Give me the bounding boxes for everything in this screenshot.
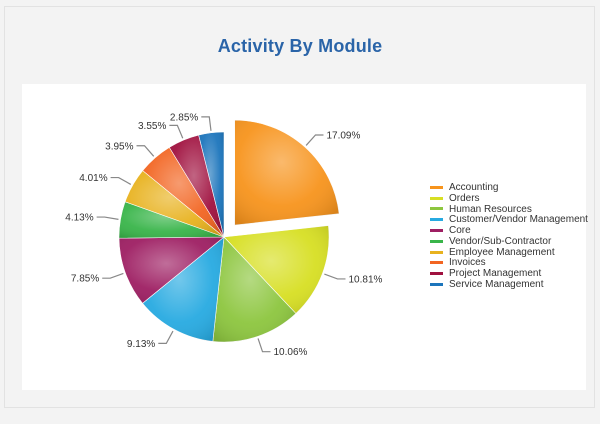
legend-item-core[interactable]: Core	[430, 225, 588, 236]
legend-swatch	[430, 218, 443, 222]
legend-swatch	[430, 239, 443, 243]
leader-line	[201, 116, 212, 131]
legend-label: Vendor/Sub-Contractor	[449, 235, 552, 247]
legend-swatch	[430, 250, 443, 254]
chart-legend: Accounting Orders Human Resources Customer/…	[430, 182, 588, 290]
legend-item-customer-vendor-management[interactable]: Customer/Vendor Management	[430, 214, 588, 225]
legend-item-employee-management[interactable]: Employee Management	[430, 247, 588, 258]
leader-line	[102, 272, 124, 279]
legend-item-vendor-sub-contractor[interactable]: Vendor/Sub-Contractor	[430, 236, 588, 247]
legend-label: Orders	[449, 192, 480, 204]
data-label-vendor-sub-contractor: 4.13%	[65, 213, 93, 224]
data-label-service-management: 2.85%	[170, 112, 198, 123]
data-label-customer-vendor-management: 9.13%	[127, 339, 155, 350]
leader-line	[324, 273, 346, 280]
pie-slice-shading	[142, 147, 224, 237]
pie-slice-shading	[212, 237, 296, 343]
legend-item-service-management[interactable]: Service Management	[430, 279, 588, 290]
legend-swatch	[430, 272, 443, 276]
legend-label: Core	[449, 225, 471, 237]
pie-slice-shading	[224, 225, 329, 314]
legend-label: Service Management	[449, 279, 544, 291]
legend-swatch	[430, 185, 443, 189]
leader-line	[158, 330, 174, 344]
pie-slice-shading	[125, 170, 224, 237]
legend-item-accounting[interactable]: Accounting	[430, 182, 588, 193]
legend-item-orders[interactable]: Orders	[430, 193, 588, 204]
legend-label: Employee Management	[449, 246, 555, 258]
legend-swatch	[430, 283, 443, 287]
legend-swatch	[430, 196, 443, 200]
data-label-project-management: 3.55%	[138, 121, 166, 132]
pie-slice-shading	[119, 201, 224, 239]
leader-line	[305, 134, 324, 146]
data-label-invoices: 3.95%	[105, 141, 133, 152]
leader-line	[96, 216, 119, 220]
legend-swatch	[430, 261, 443, 265]
legend-item-invoices[interactable]: Invoices	[430, 257, 588, 269]
pie-slice-shading	[234, 120, 340, 226]
legend-label: Human Resources	[449, 203, 532, 215]
data-label-orders: 10.81%	[348, 274, 382, 285]
leader-line	[169, 124, 184, 139]
pie-slice-shading	[119, 237, 224, 304]
leader-line	[136, 145, 155, 157]
legend-item-human-resources[interactable]: Human Resources	[430, 204, 588, 215]
data-label-human-resources: 10.06%	[274, 347, 308, 358]
legend-label: Accounting	[449, 181, 499, 193]
data-label-accounting: 17.09%	[326, 131, 360, 142]
legend-swatch	[430, 229, 443, 233]
leader-line	[110, 176, 132, 185]
pie-slice-shading	[142, 237, 224, 342]
data-label-employee-management: 4.01%	[79, 173, 107, 184]
pie-slice-shading	[169, 135, 224, 237]
legend-label: Invoices	[449, 257, 486, 269]
legend-item-project-management[interactable]: Project Management	[430, 268, 588, 279]
data-label-core: 7.85%	[71, 274, 99, 285]
pie-slice-shading	[198, 132, 224, 237]
legend-label: Customer/Vendor Management	[449, 214, 588, 226]
legend-label: Project Management	[449, 268, 542, 280]
leader-line	[257, 338, 271, 353]
chart-title: Activity By Module	[217, 36, 383, 56]
legend-swatch	[430, 207, 443, 211]
